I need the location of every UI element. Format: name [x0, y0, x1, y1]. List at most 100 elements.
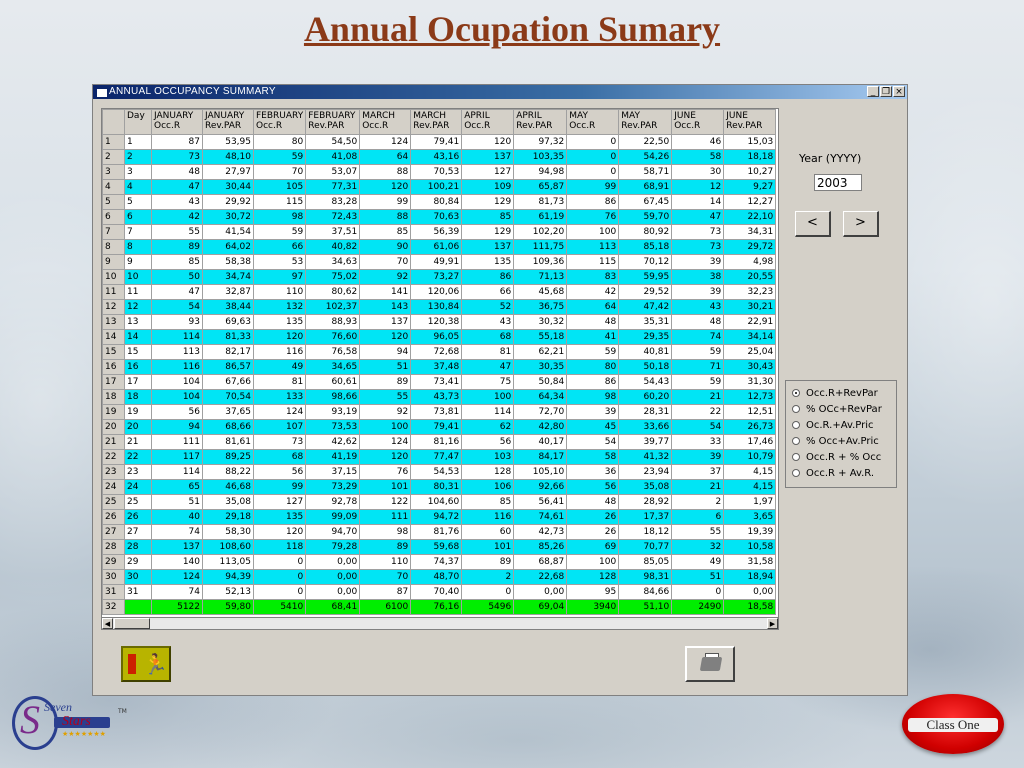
table-cell[interactable]: 46	[671, 134, 725, 150]
table-cell[interactable]: 30,35	[513, 359, 568, 375]
table-cell[interactable]: 30,32	[513, 314, 568, 330]
day-cell[interactable]: 31	[124, 584, 152, 600]
table-cell[interactable]: 79,28	[305, 539, 361, 555]
table-row[interactable]: 14 14 114 81,33 120 76,60 120 96,05 68 55,18 41 29,…	[102, 329, 777, 345]
table-cell[interactable]: 18,94	[723, 569, 777, 585]
table-cell[interactable]: 59	[252, 149, 307, 165]
table-cell[interactable]: 45,68	[513, 284, 568, 300]
day-cell[interactable]: 7	[124, 224, 152, 240]
table-cell[interactable]: 116	[461, 509, 515, 525]
table-cell[interactable]: 47	[671, 209, 725, 225]
table-cell[interactable]: 79,41	[410, 419, 463, 435]
option-occr-avr[interactable]: Occ.R + Av.R.	[792, 465, 896, 481]
table-cell[interactable]: 10,79	[723, 449, 777, 465]
table-cell[interactable]: 0	[671, 584, 725, 600]
exit-button[interactable]: 🏃	[121, 646, 171, 682]
table-cell[interactable]: 56	[151, 404, 203, 420]
table-cell[interactable]: 29,92	[202, 194, 254, 210]
table-cell[interactable]: 116	[252, 344, 307, 360]
table-cell[interactable]: 5122	[151, 599, 203, 615]
table-row[interactable]: 7 7 55 41,54 59 37,51 85 56,39 129 102,20 100 80,92…	[102, 224, 777, 240]
row-header[interactable]: 19	[102, 404, 125, 420]
table-cell[interactable]: 84,66	[618, 584, 673, 600]
table-cell[interactable]: 51,10	[618, 599, 673, 615]
table-cell[interactable]: 0	[252, 554, 307, 570]
table-cell[interactable]: 21	[671, 479, 725, 495]
table-cell[interactable]: 89,25	[202, 449, 254, 465]
table-cell[interactable]: 3,65	[723, 509, 777, 525]
table-cell[interactable]: 104	[151, 389, 203, 405]
table-cell[interactable]: 0,00	[305, 569, 361, 585]
row-header[interactable]: 22	[102, 449, 125, 465]
table-cell[interactable]: 120	[359, 329, 412, 345]
table-cell[interactable]: 109	[461, 179, 515, 195]
table-cell[interactable]: 92,66	[513, 479, 568, 495]
table-cell[interactable]: 43,73	[410, 389, 463, 405]
table-cell[interactable]: 55,18	[513, 329, 568, 345]
column-header[interactable]: Day	[124, 109, 152, 135]
table-cell[interactable]: 116	[151, 359, 203, 375]
day-cell[interactable]: 3	[124, 164, 152, 180]
row-header[interactable]: 32	[102, 599, 125, 615]
table-cell[interactable]: 29,18	[202, 509, 254, 525]
table-cell[interactable]: 85,26	[513, 539, 568, 555]
column-header[interactable]: MARCH Occ.R	[359, 109, 412, 135]
table-cell[interactable]: 73,27	[410, 269, 463, 285]
table-row[interactable]: 12 12 54 38,44 132 102,37 143 130,84 52 36,75 64 47…	[102, 299, 777, 315]
table-cell[interactable]: 34,14	[723, 329, 777, 345]
table-cell[interactable]: 80	[566, 359, 620, 375]
table-cell[interactable]: 99,09	[305, 509, 361, 525]
row-header[interactable]: 11	[102, 284, 125, 300]
table-row[interactable]: 25 25 51 35,08 127 92,78 122 104,60 85 56,41 48 28,…	[102, 494, 777, 510]
table-cell[interactable]: 66	[461, 284, 515, 300]
table-row[interactable]: 21 21 111 81,61 73 42,62 124 81,16 56 40,17 54 39,7…	[102, 434, 777, 450]
table-cell[interactable]: 18,18	[723, 149, 777, 165]
table-cell[interactable]: 92,78	[305, 494, 361, 510]
table-cell[interactable]: 82,17	[202, 344, 254, 360]
table-cell[interactable]: 43	[151, 194, 203, 210]
table-cell[interactable]: 68,91	[618, 179, 673, 195]
table-cell[interactable]: 90	[359, 239, 412, 255]
day-cell[interactable]: 29	[124, 554, 152, 570]
table-cell[interactable]: 40	[151, 509, 203, 525]
table-cell[interactable]: 120	[359, 179, 412, 195]
table-cell[interactable]: 54	[671, 419, 725, 435]
table-cell[interactable]: 68	[252, 449, 307, 465]
table-cell[interactable]: 49	[671, 554, 725, 570]
table-cell[interactable]: 120	[359, 449, 412, 465]
day-cell[interactable]: 21	[124, 434, 152, 450]
table-cell[interactable]: 81,76	[410, 524, 463, 540]
radio-icon[interactable]	[792, 405, 800, 413]
row-header[interactable]: 17	[102, 374, 125, 390]
table-cell[interactable]: 73,29	[305, 479, 361, 495]
table-cell[interactable]: 39	[671, 449, 725, 465]
table-cell[interactable]: 98,31	[618, 569, 673, 585]
table-row[interactable]: 16 16 116 86,57 49 34,65 51 37,48 47 30,35 80 50,18…	[102, 359, 777, 375]
row-header[interactable]: 1	[102, 134, 125, 150]
table-cell[interactable]: 88,93	[305, 314, 361, 330]
row-header[interactable]: 30	[102, 569, 125, 585]
table-cell[interactable]: 64	[566, 299, 620, 315]
day-cell[interactable]: 24	[124, 479, 152, 495]
table-cell[interactable]: 124	[252, 404, 307, 420]
table-cell[interactable]: 6100	[359, 599, 412, 615]
table-cell[interactable]: 65,87	[513, 179, 568, 195]
table-cell[interactable]: 124	[359, 434, 412, 450]
column-header[interactable]: JANUARY Occ.R	[151, 109, 203, 135]
table-cell[interactable]: 60	[461, 524, 515, 540]
radio-icon[interactable]	[792, 389, 800, 397]
table-cell[interactable]: 59,68	[410, 539, 463, 555]
table-cell[interactable]: 17,37	[618, 509, 673, 525]
table-cell[interactable]: 22,10	[723, 209, 777, 225]
table-cell[interactable]: 70	[252, 164, 307, 180]
table-cell[interactable]: 35,08	[618, 479, 673, 495]
table-cell[interactable]: 80,31	[410, 479, 463, 495]
table-cell[interactable]: 137	[359, 314, 412, 330]
table-cell[interactable]: 64,02	[202, 239, 254, 255]
table-cell[interactable]: 2	[461, 569, 515, 585]
table-cell[interactable]: 28,31	[618, 404, 673, 420]
table-cell[interactable]: 47	[151, 179, 203, 195]
table-cell[interactable]: 117	[151, 449, 203, 465]
table-cell[interactable]: 89	[461, 554, 515, 570]
table-cell[interactable]: 132	[252, 299, 307, 315]
